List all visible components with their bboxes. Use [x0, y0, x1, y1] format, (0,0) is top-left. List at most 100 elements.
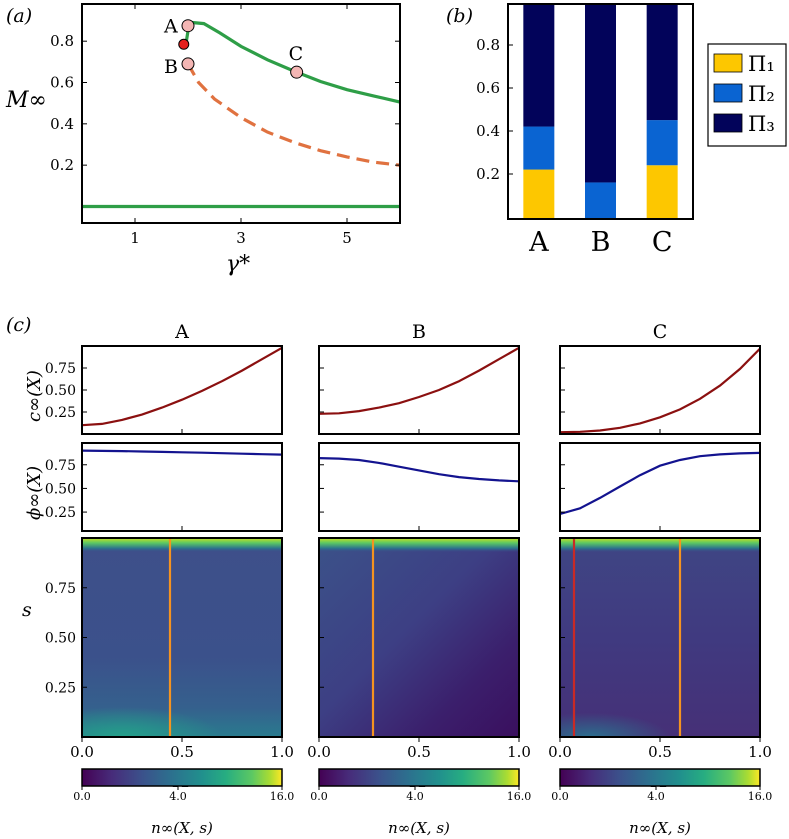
panel-a-label-b: B: [164, 56, 178, 78]
panel-a-xticks: 1 3 5: [130, 4, 352, 247]
colorbar-tick-label: 4.0: [647, 790, 665, 803]
panel-c: A 0.25 0.50 0.75 0.25 0.50 0.75 0.25 0.50 0.75 0.0…: [45, 321, 772, 837]
phi-inf-curve: [559, 451, 761, 516]
c-inf-ytick-label: 0.75: [45, 361, 76, 377]
c-inf-curve: [559, 347, 761, 434]
colorbar-tick-label: 4.0: [406, 790, 424, 803]
c-inf-curve: [318, 346, 520, 415]
legend-label-pi1: Π₁: [748, 52, 775, 76]
panel-c-column-a: A 0.25 0.50 0.75 0.25 0.50 0.75 0.25 0.50 0.75 0.0…: [45, 321, 294, 837]
heatmap-low-s-glow: [82, 677, 282, 737]
heatmap-xtick-label: 0.0: [307, 743, 331, 761]
colorbar-label: n∞(X, s): [629, 819, 691, 837]
panel-b-xticks: A B C: [528, 227, 672, 258]
panel-a-ylabel: M∞: [5, 88, 47, 113]
phi-inf-frame: [81, 442, 283, 532]
heatmap-xtick-label: 0.5: [170, 743, 194, 761]
panel-b-xtick-label-c: C: [652, 227, 673, 258]
heatmap-high-s-band: [560, 538, 760, 552]
panel-b-xtick-label-a: A: [528, 227, 549, 258]
panel-b-xtick-label-b: B: [591, 227, 611, 258]
colorbar-tick-label: 0.0: [551, 790, 569, 803]
panel-b-bar-c-pi3: [646, 4, 678, 121]
legend-swatch-pi2: [713, 83, 743, 103]
heatmap-xtick-label: 0.0: [70, 743, 94, 761]
phi-inf-curve: [81, 449, 283, 456]
heatmap-ytick-label: 0.50: [45, 631, 76, 647]
panel-a-xtick-label: 5: [342, 229, 352, 247]
heatmap-high-s-band: [82, 538, 282, 552]
panel-c-column-title: B: [412, 321, 426, 343]
panel-a-series-unstable: [186, 63, 401, 167]
c-inf-frame: [318, 345, 520, 435]
panel-a-yticks: 0.2 0.4 0.6 0.8: [50, 32, 400, 174]
panel-a-xtick-label: 3: [236, 229, 246, 247]
colorbar: [318, 768, 520, 787]
panel-a-point-bifurcation: [178, 38, 190, 50]
panel-b-bar-c-pi2: [646, 120, 678, 166]
heatmap-background: [319, 538, 519, 737]
colorbar-tick-label: 16.0: [507, 790, 532, 803]
panel-a-label-a: A: [163, 16, 178, 38]
phi-inf-ytick-label: 0.75: [45, 458, 76, 474]
heatmap-xtick-label: 1.0: [270, 743, 294, 761]
panel-a-points: AB C: [163, 16, 304, 79]
panel-b-yticks: 0.2 0.4 0.6 0.8: [476, 36, 513, 183]
panel-c-column-b: B0.00.51.0X0.04.016.0n∞(X, s): [307, 321, 531, 837]
heatmap-ytick-label: 0.25: [45, 680, 76, 696]
heatmap-xtick-label: 0.5: [407, 743, 431, 761]
panel-b-ytick-label: 0.8: [476, 36, 500, 54]
panel-a: (a) AB C 0.2 0.4 0.6 0.8 1 3 5 M∞ γ*: [5, 3, 401, 277]
panel-a-ytick-label: 0.4: [50, 115, 74, 133]
heatmap-xtick-label: 1.0: [748, 743, 772, 761]
heatmap-high-s-band: [319, 538, 519, 552]
panel-a-point-a: [181, 19, 195, 33]
heatmap-low-s-glow: [560, 677, 760, 737]
colorbar: [81, 768, 283, 787]
phi-ylabel: ϕ∞(X): [24, 466, 45, 520]
panel-a-ytick-label: 0.6: [50, 74, 74, 92]
colorbar-label: n∞(X, s): [151, 819, 213, 837]
phi-inf-ytick-label: 0.25: [45, 505, 76, 521]
panel-b-bar-b-pi3: [585, 4, 616, 183]
colorbar-label: n∞(X, s): [388, 819, 450, 837]
c-inf-ytick-label: 0.50: [45, 383, 76, 399]
legend-label-pi2: Π₂: [748, 82, 775, 106]
panel-a-tag: (a): [6, 5, 32, 27]
colorbar: [559, 768, 761, 787]
colorbar-tick-label: 16.0: [270, 790, 295, 803]
panel-b-bar-a-pi2: [523, 126, 555, 170]
panel-b-tag: (b): [446, 5, 473, 27]
panel-a-label-c: C: [289, 43, 304, 65]
heatmap-xtick-label: 0.5: [648, 743, 672, 761]
phi-inf-frame: [318, 442, 520, 532]
legend-swatch-pi1: [713, 53, 743, 73]
panel-b-legend: Π₁ Π₂ Π₃: [707, 43, 787, 147]
panel-a-ytick-label: 0.8: [50, 32, 74, 50]
c-inf-ytick-label: 0.25: [45, 405, 76, 421]
panel-b-ytick-label: 0.4: [476, 122, 500, 140]
phi-inf-ytick-label: 0.50: [45, 481, 76, 497]
phi-inf-curve: [318, 457, 520, 483]
colorbar-tick-label: 0.0: [73, 790, 91, 803]
colorbar-tick-label: 16.0: [748, 790, 773, 803]
legend-swatch-pi3: [713, 113, 743, 133]
panel-b-ytick-label: 0.2: [476, 165, 500, 183]
c-inf-frame: [559, 345, 761, 435]
panel-b-bar-b-pi2: [585, 182, 616, 219]
c-inf-curve: [81, 346, 283, 427]
s-ylabel: s: [22, 599, 32, 621]
panel-b-ytick-label: 0.6: [476, 79, 500, 97]
panel-a-curves: [82, 20, 401, 209]
panel-a-point-c: [290, 65, 304, 79]
heatmap-ytick-label: 0.75: [45, 581, 76, 597]
panel-b-bar-c-pi1: [646, 165, 678, 219]
panel-c-column-title: A: [174, 321, 189, 343]
heatmap-xtick-label: 0.0: [548, 743, 572, 761]
panel-c-tag: (c): [6, 314, 31, 336]
panel-b-bars: [523, 4, 678, 219]
panel-a-xtick-label: 1: [130, 229, 140, 247]
panel-a-frame: [81, 3, 401, 224]
colorbar-tick-label: 0.0: [310, 790, 328, 803]
